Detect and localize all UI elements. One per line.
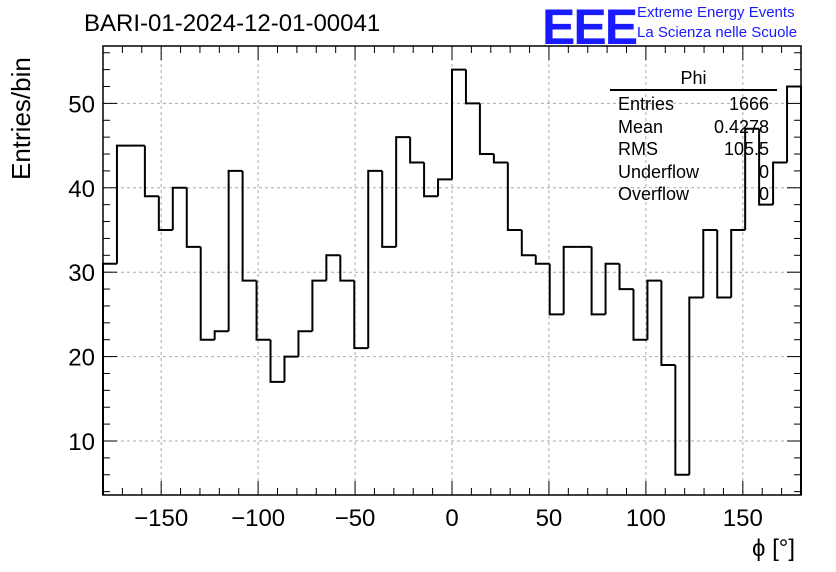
logo-line-1: Extreme Energy Events [637,4,795,21]
stats-title: Phi [610,68,777,91]
histogram-bin [102,262,117,495]
chart-title: BARI-01-2024-12-01-00041 [84,10,381,37]
x-tick-label: 50 [536,505,563,532]
stats-value: 105.5 [723,139,769,159]
histogram-bin [325,254,341,281]
stats-value: 0.4278 [713,116,769,137]
histogram-bin [506,162,522,231]
stats-label: RMS [618,139,658,159]
x-tick-label: −50 [335,505,376,532]
histogram-bin [702,228,718,298]
histogram-bin [227,169,243,332]
x-tick-label: 150 [723,505,763,532]
stats-row: Mean 0.4278 [610,116,777,139]
histogram-bin [409,137,425,164]
x-tick-label: −100 [231,505,285,532]
histogram-bin [716,229,732,299]
histogram-bin [157,196,173,231]
y-tick-label: 40 [68,176,95,203]
histogram-bin [199,246,215,341]
stats-row: Entries 1666 [610,93,777,116]
histogram-bin [786,85,802,495]
histogram-bin [464,69,480,105]
histogram-bin [241,170,257,282]
y-axis-label: Entries/bin [6,57,36,180]
stats-box: Phi Entries 1666 Mean 0.4278 RMS 105.5 U… [610,68,777,206]
y-tick-label: 20 [68,345,95,372]
histogram-bin [213,330,229,340]
histogram-bin [297,330,313,357]
stats-value: 0 [758,184,769,204]
histogram-bin [646,279,662,340]
stats-label: Mean [618,116,664,137]
stats-row: Underflow 0 [610,161,777,184]
tick-labels: −150 −100 −50 0 50 100 150 10 20 30 40 50 [68,91,763,532]
histogram-bin [632,289,648,341]
histogram-bin [618,263,634,291]
eee-logo: EEE [542,0,638,55]
histogram-bin [269,339,285,383]
histogram-bin [255,280,271,341]
histogram-bin [772,161,788,205]
histogram-bin [171,186,187,230]
histogram-bin [674,365,690,476]
histogram-bin [730,228,746,298]
stats-label: Underflow [618,161,700,182]
x-tick-label: 100 [626,505,666,532]
stats-row: RMS 105.5 [610,138,777,161]
histogram-bin [590,246,606,316]
logo-line-2: La Scienza nelle Scuole [637,24,798,41]
x-tick-label: −150 [134,505,188,532]
histogram-bin [604,262,620,315]
histogram-bin [451,68,466,180]
histogram-bin [423,162,439,198]
y-tick-label: 50 [68,91,95,118]
histogram-bin [520,229,536,257]
stats-row: Overflow 0 [610,183,777,206]
histogram-bin [660,280,676,367]
histogram-bin [115,144,131,264]
stats-value: 0 [758,161,769,182]
histogram-bin [534,255,550,265]
histogram-bin [185,187,201,248]
y-tick-label: 30 [68,260,95,287]
stats-label: Entries [618,94,675,114]
histogram-bin [758,128,774,206]
histogram-bin [381,170,397,248]
stats-label: Overflow [618,184,690,204]
histogram-bin [548,263,564,316]
stats-value: 1666 [728,94,769,114]
histogram-bin [744,127,760,230]
y-tick-label: 10 [68,429,95,456]
histogram-bin [339,255,355,282]
histogram-bin [311,279,327,332]
histogram-bin [283,355,299,382]
histogram-bin [437,178,452,197]
histogram-bin [395,136,411,247]
histogram-bin [492,154,508,164]
axis-ticks [103,46,801,495]
histogram-bin [367,169,383,349]
histogram-bin [688,296,704,475]
histogram-bin [562,245,578,315]
histogram-bin [143,145,159,198]
histogram-bin [478,103,494,156]
x-tick-label: 0 [445,505,458,532]
x-axis-label: ϕ [°] [752,535,796,562]
histogram-bin [353,280,369,350]
